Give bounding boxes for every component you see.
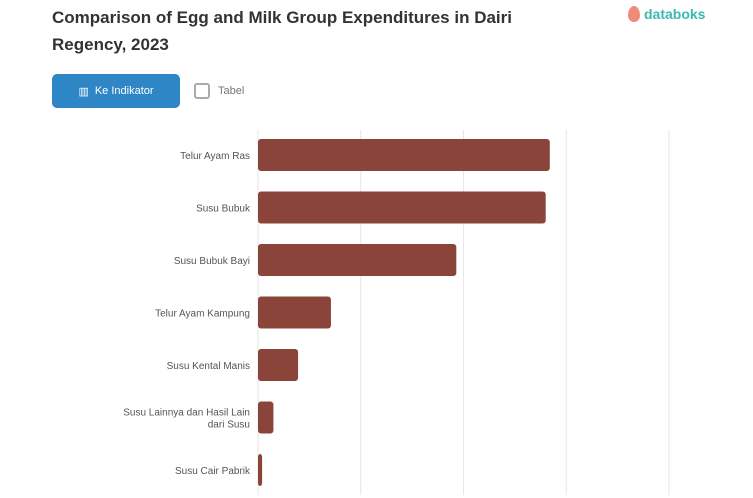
chart-icon: ▥ xyxy=(78,85,89,98)
category-label: Susu Cair Pabrik xyxy=(175,466,251,477)
category-label: Susu Lainnya dan Hasil Lain dari Susu xyxy=(123,408,250,431)
bar[interactable] xyxy=(258,454,263,486)
table-icon xyxy=(194,83,210,99)
category-label: Telur Ayam Ras xyxy=(180,151,250,162)
bar[interactable] xyxy=(258,296,331,329)
category-label: Telur Ayam Kampung xyxy=(155,309,250,320)
table-button[interactable]: Tabel xyxy=(194,76,244,106)
bar[interactable] xyxy=(258,191,546,224)
chart-title: Comparison of Egg and Milk Group Expendi… xyxy=(52,8,512,54)
pin-icon xyxy=(628,6,640,22)
indicator-button-label: Ke Indikator xyxy=(94,85,154,97)
bar[interactable] xyxy=(258,401,274,434)
logo-text: databoks xyxy=(644,6,706,22)
indicator-button[interactable]: ▥ Ke Indikator xyxy=(52,74,180,108)
bar[interactable] xyxy=(258,349,299,381)
bar[interactable] xyxy=(258,139,550,171)
bar[interactable] xyxy=(258,244,457,276)
table-button-label: Tabel xyxy=(218,85,245,97)
category-label: Susu Bubuk xyxy=(196,204,251,215)
category-label: Susu Bubuk Bayi xyxy=(174,256,250,267)
databoks-logo[interactable]: databoks xyxy=(628,6,705,22)
category-label: Susu Kental Manis xyxy=(167,361,250,372)
